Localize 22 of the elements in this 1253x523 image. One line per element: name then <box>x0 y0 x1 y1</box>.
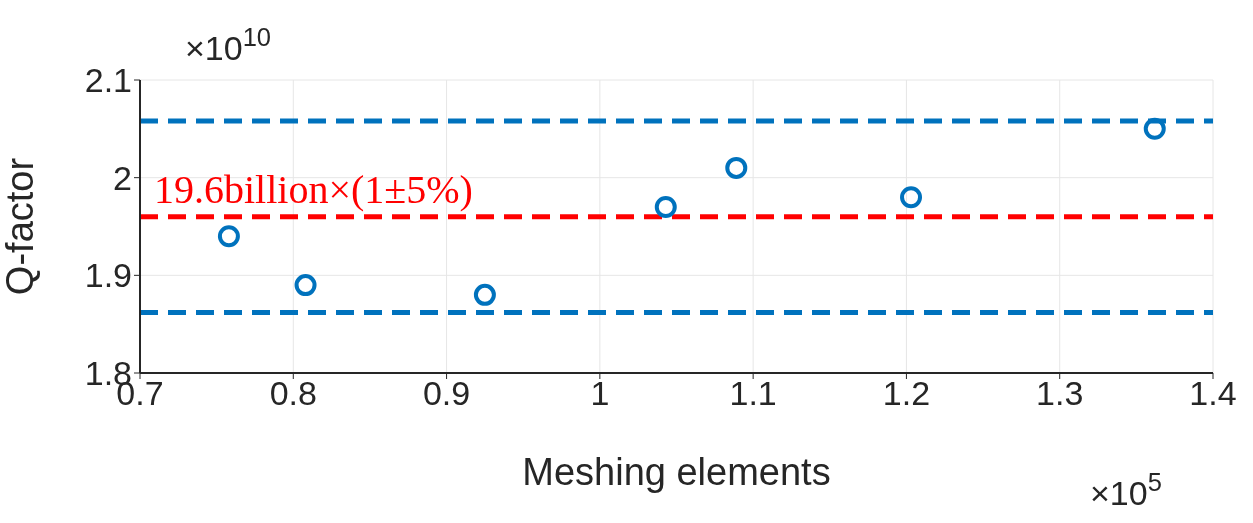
ref-line-label: 19.6billion×(1±5%) <box>154 166 473 212</box>
y-axis-title: Q-factor <box>0 157 42 296</box>
point <box>1143 117 1166 140</box>
x-axis-title: Meshing elements <box>522 450 831 493</box>
point <box>900 186 923 209</box>
y-tick-label: 2.1 <box>84 61 132 100</box>
x-tick-label: 1 <box>590 374 610 413</box>
x-tick-label: 0.8 <box>269 374 317 413</box>
point <box>473 283 496 306</box>
y-tick-label: 2 <box>113 158 132 197</box>
x-tick-label: 1.1 <box>729 374 777 413</box>
y-tick-label: 1.9 <box>84 256 132 295</box>
point <box>654 195 677 218</box>
text: ×10$^{10}$ <box>185 23 272 67</box>
point <box>217 225 240 248</box>
text: ×10$^{5}$ <box>1090 468 1162 512</box>
x-tick-label: 1.4 <box>1189 374 1237 413</box>
point <box>294 274 317 297</box>
x-tick-label: 0.9 <box>422 374 471 413</box>
point <box>725 156 748 179</box>
x-tick-label: 1.3 <box>1036 374 1084 413</box>
x-tick-label: 1.2 <box>882 374 931 413</box>
